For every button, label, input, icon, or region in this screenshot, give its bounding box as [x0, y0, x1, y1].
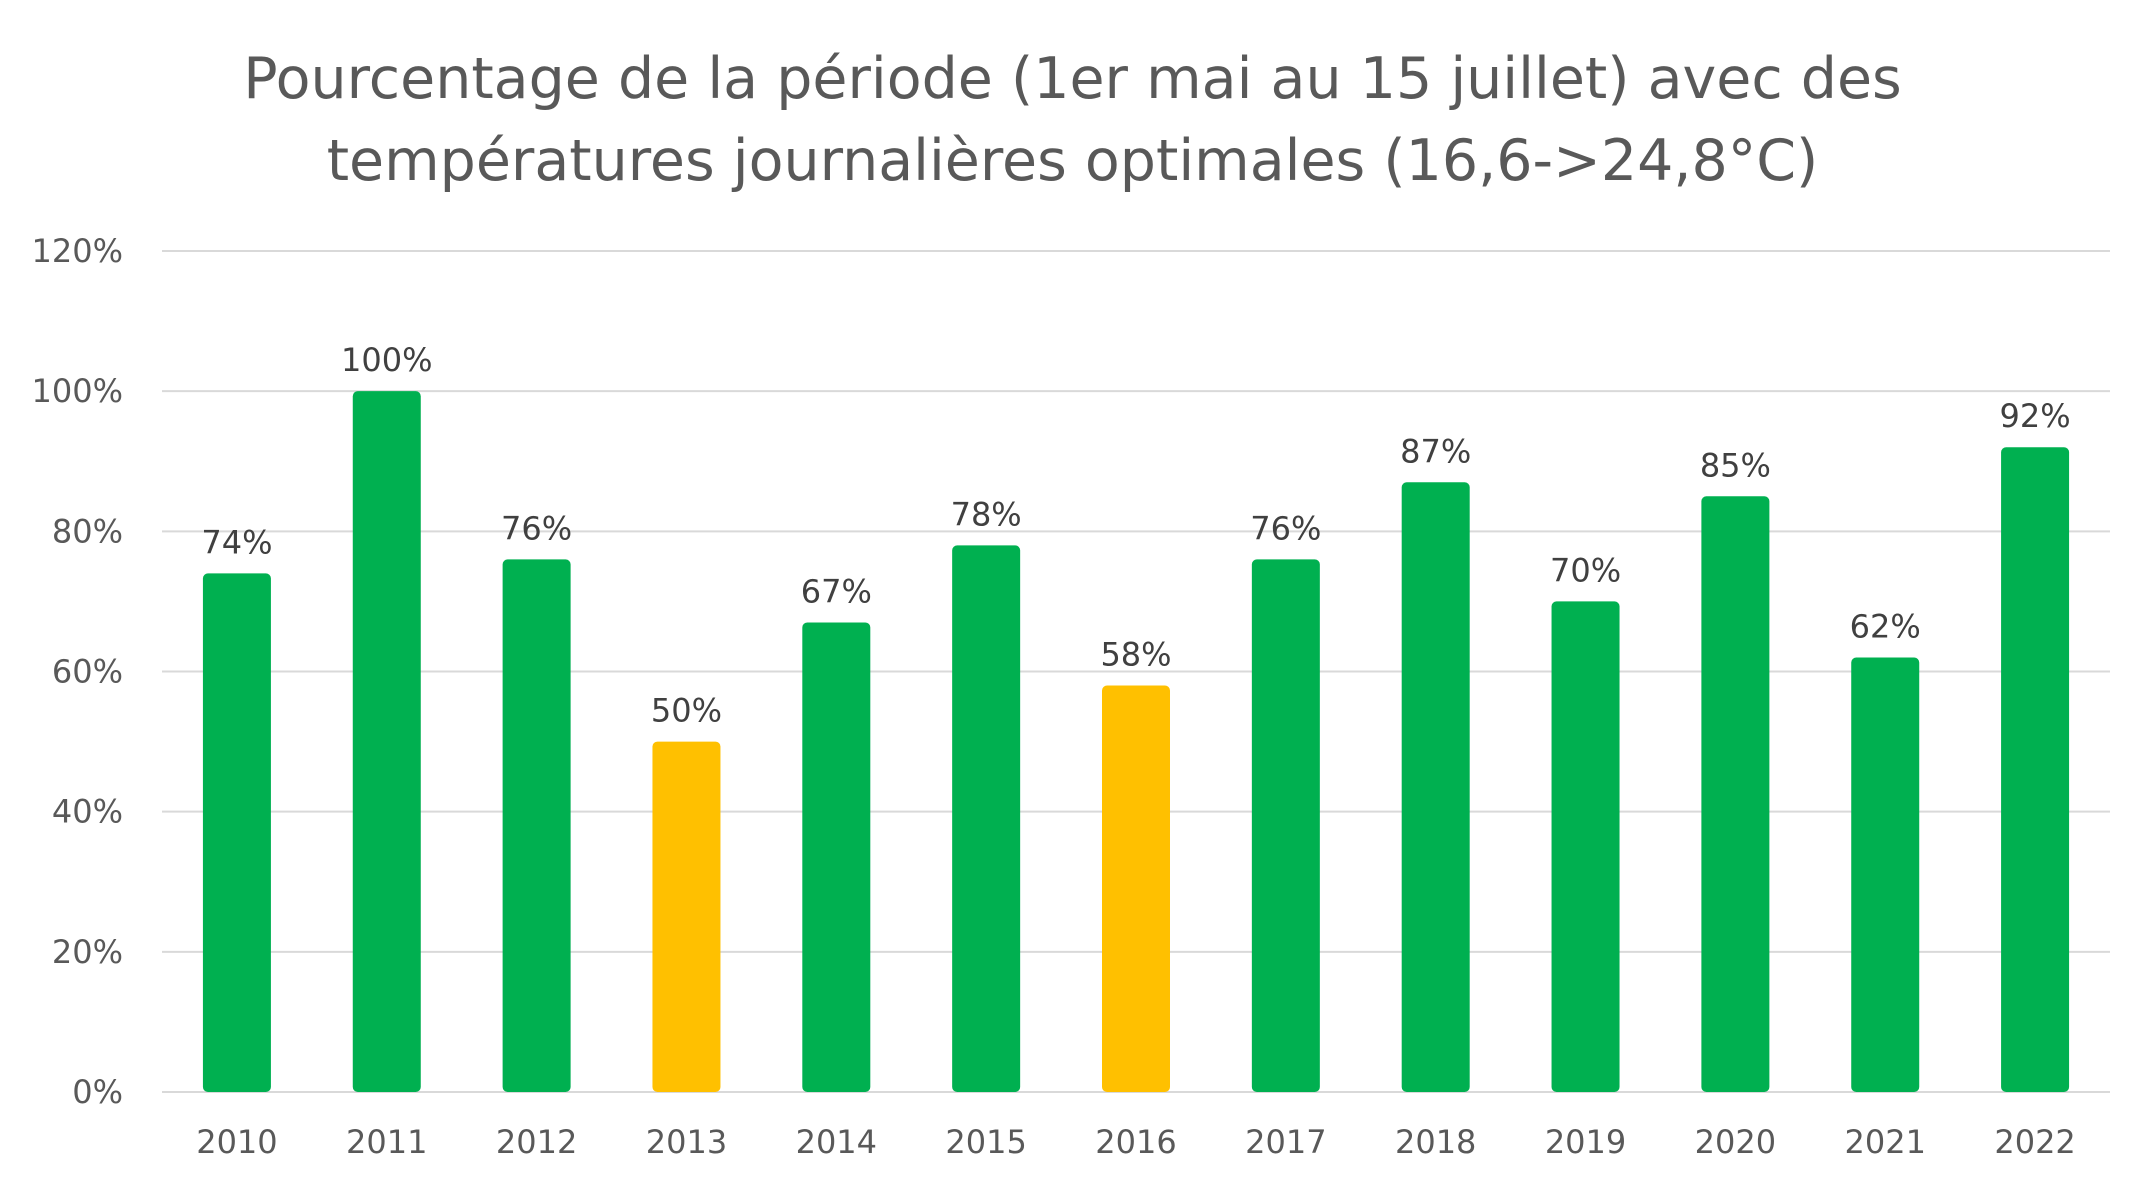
chart-title: Pourcentage de la période (1er mai au 15…	[0, 38, 2145, 202]
x-tick-label: 2014	[796, 1123, 877, 1161]
data-label: 74%	[201, 523, 272, 561]
x-tick-label: 2012	[496, 1123, 577, 1161]
data-labels: 74% 100% 76% 50% 67% 78% 58% 76% 87% 70% 85% 62% 92%	[201, 341, 2070, 729]
data-label: 62%	[1850, 607, 1921, 645]
x-tick-label: 2017	[1245, 1123, 1326, 1161]
x-tick-label: 2013	[646, 1123, 727, 1161]
x-tick-label: 2010	[196, 1123, 277, 1161]
x-tick-label: 2016	[1095, 1123, 1176, 1161]
y-tick-label: 120%	[32, 232, 123, 270]
bar	[1102, 685, 1170, 1092]
x-tick-label: 2018	[1395, 1123, 1476, 1161]
bar	[1551, 601, 1620, 1092]
x-tick-label: 2021	[1845, 1123, 1926, 1161]
y-axis-tick-labels: 0% 20% 40% 60% 80% 100% 120%	[32, 232, 123, 1111]
bar	[1401, 482, 1470, 1092]
bar	[1851, 657, 1920, 1092]
y-tick-label: 0%	[72, 1073, 123, 1111]
x-tick-label: 2011	[346, 1123, 427, 1161]
bar	[952, 545, 1021, 1092]
bars	[202, 391, 2070, 1093]
data-label: 100%	[341, 341, 432, 379]
bar	[1701, 496, 1770, 1093]
bar	[802, 622, 871, 1092]
x-tick-label: 2020	[1695, 1123, 1776, 1161]
x-tick-label: 2015	[945, 1123, 1026, 1161]
data-label: 70%	[1550, 551, 1621, 589]
y-tick-label: 40%	[52, 793, 123, 831]
y-tick-label: 80%	[52, 512, 123, 550]
x-tick-label: 2022	[1994, 1123, 2075, 1161]
x-tick-label: 2019	[1545, 1123, 1626, 1161]
data-label: 76%	[1250, 509, 1321, 547]
bar	[502, 559, 571, 1092]
y-tick-label: 20%	[52, 933, 123, 971]
bar	[202, 573, 271, 1092]
data-label: 78%	[951, 495, 1022, 533]
chart-title-line-2: températures journalières optimales (16,…	[326, 128, 1819, 194]
bar	[352, 391, 421, 1093]
data-label: 67%	[801, 572, 872, 610]
data-label: 58%	[1100, 636, 1171, 674]
data-label: 85%	[1700, 446, 1771, 484]
data-label: 76%	[501, 509, 572, 547]
x-axis-tick-labels: 2010 2011 2012 2013 2014 2015 2016 2017 2018 2019…	[196, 1123, 2076, 1161]
data-label: 92%	[2000, 397, 2071, 435]
bar	[1251, 559, 1320, 1092]
data-label: 50%	[651, 692, 722, 730]
bar	[652, 741, 721, 1092]
data-label: 87%	[1400, 432, 1471, 470]
bar	[2001, 447, 2070, 1092]
chart-title-line-1: Pourcentage de la période (1er mai au 15…	[243, 46, 1902, 112]
y-tick-label: 100%	[32, 372, 123, 410]
y-tick-label: 60%	[52, 653, 123, 691]
